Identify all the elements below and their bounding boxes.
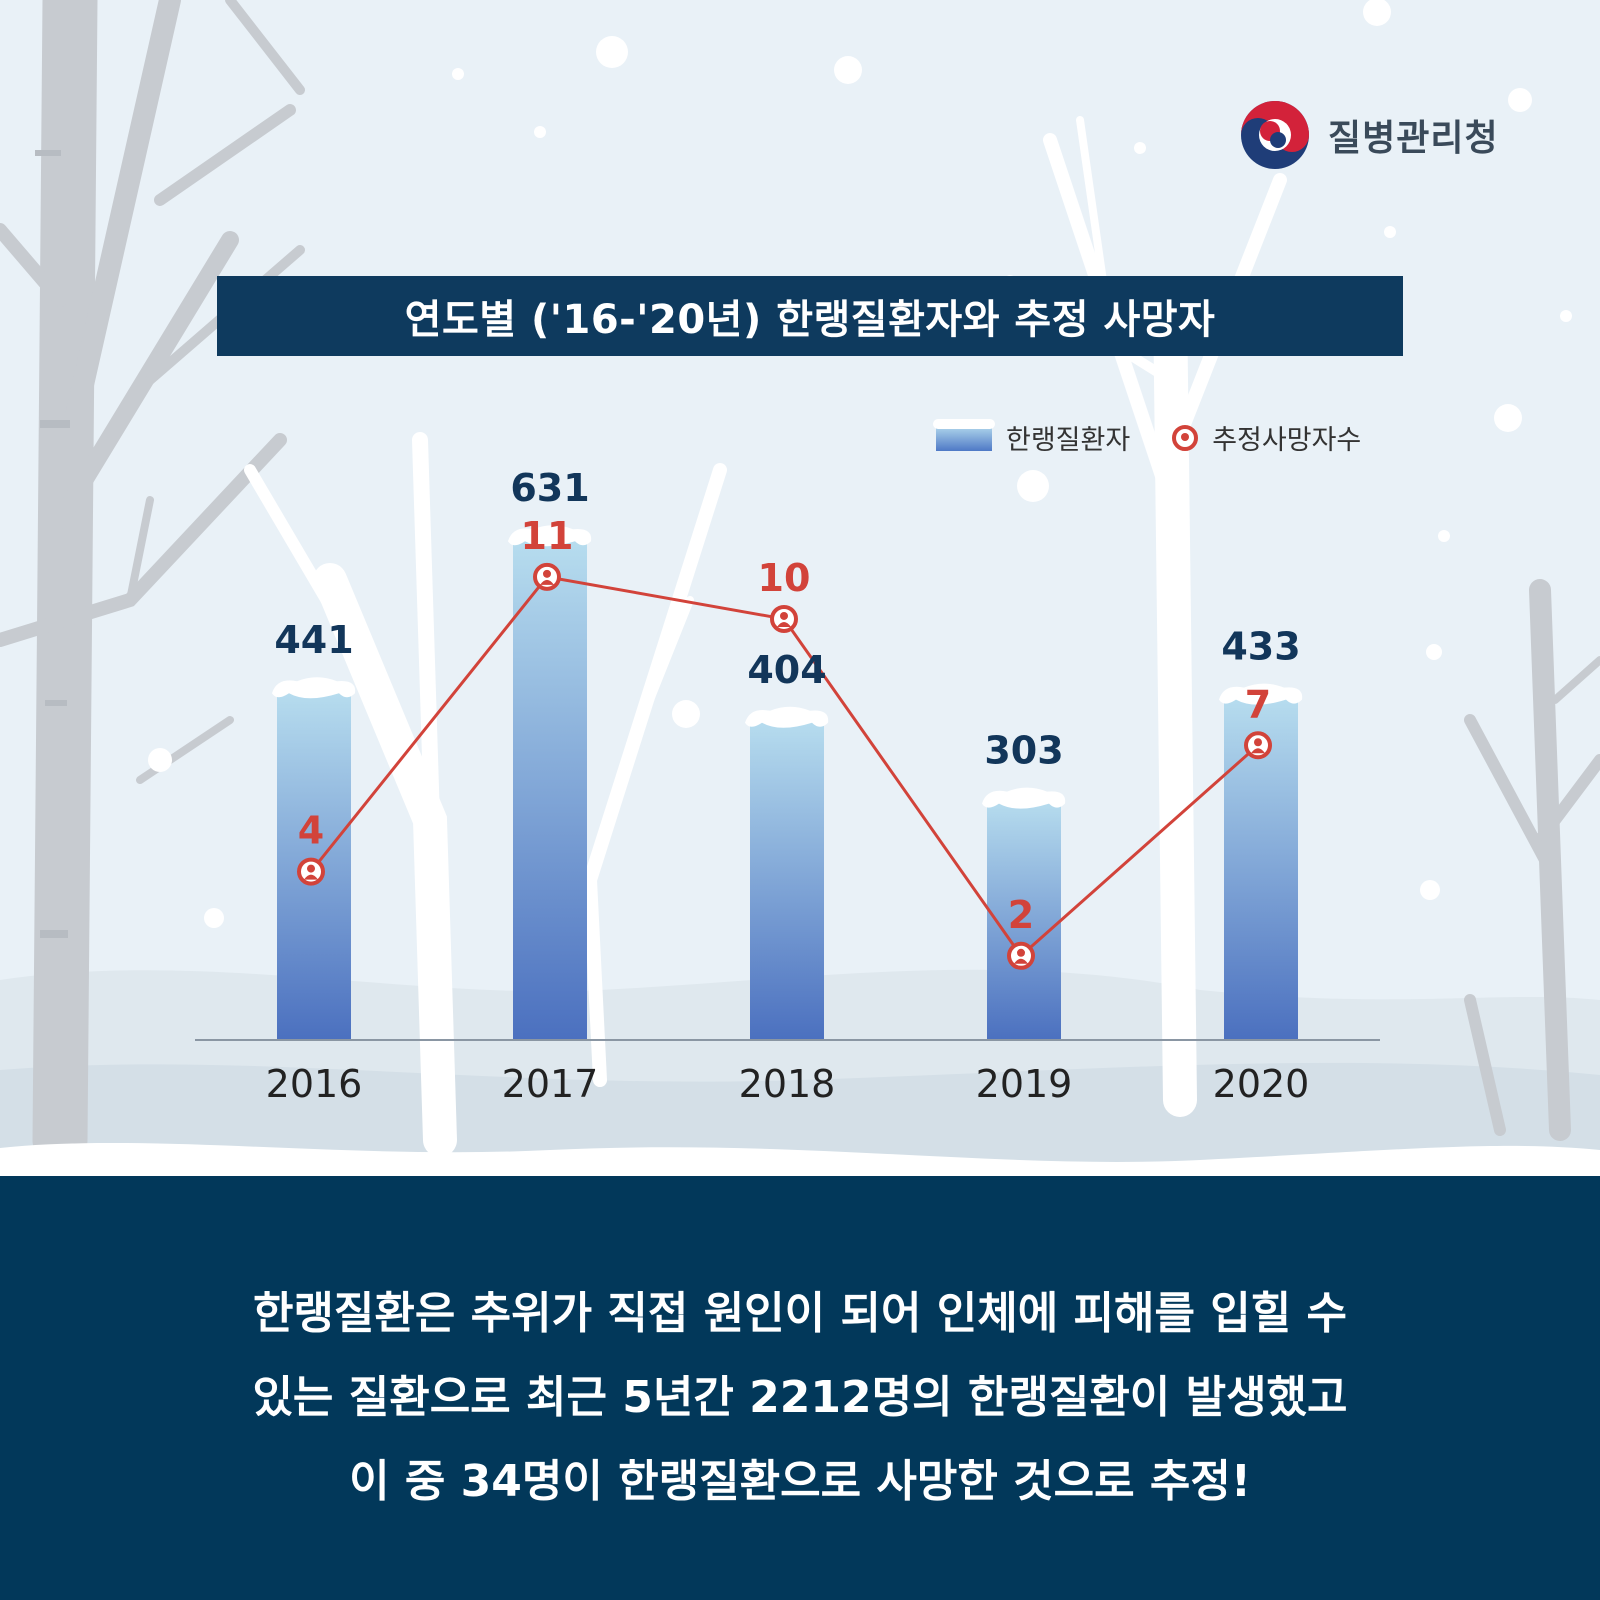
deaths-value-label: 7	[1245, 682, 1271, 726]
bar-value-label: 303	[984, 729, 1063, 773]
chart-title: 연도별 ('16-'20년) 한랭질환자와 추정 사망자	[404, 297, 1216, 343]
bar-value-label: 404	[747, 648, 826, 692]
deaths-marker	[1007, 941, 1035, 970]
description-panel	[0, 1176, 1600, 1600]
legend-bar-swatch	[933, 418, 995, 451]
patients-bar	[987, 797, 1061, 1040]
patients-bar	[750, 716, 824, 1040]
x-tick-label: 2017	[502, 1062, 599, 1106]
description-line: 한랭질환은 추위가 직접 원인이 되어 인체에 피해를 입힐 수	[252, 1288, 1348, 1339]
legend-patients-label: 한랭질환자	[1006, 425, 1131, 456]
deaths-value-label: 4	[298, 809, 324, 853]
brand-logo: 질병관리청	[1240, 100, 1499, 170]
snow-cap	[1219, 683, 1303, 705]
snow-cap	[272, 677, 356, 699]
deaths-value-label: 11	[521, 514, 574, 558]
legend: 한랭질환자 추정사망자수	[933, 418, 1362, 457]
description-line: 이 중 34명이 한랭질환으로 사망한 것으로 추정!	[349, 1456, 1251, 1507]
deaths-marker	[297, 857, 325, 886]
bar-value-label: 441	[274, 618, 353, 662]
description-line: 있는 질환으로 최근 5년간 2212명의 한랭질환이 발생했고	[252, 1372, 1348, 1423]
patients-bar	[513, 535, 587, 1040]
snow-cap	[982, 787, 1066, 809]
x-tick-label: 2019	[976, 1062, 1073, 1106]
bar-value-label: 433	[1221, 625, 1300, 669]
x-tick-label: 2020	[1213, 1062, 1310, 1106]
deaths-marker	[1244, 731, 1272, 760]
legend-deaths-label: 추정사망자수	[1212, 425, 1362, 456]
x-tick-label: 2016	[266, 1062, 363, 1106]
brand-name: 질병관리청	[1328, 118, 1499, 159]
description-text: 한랭질환은 추위가 직접 원인이 되어 인체에 피해를 입힐 수 있는 질환으로…	[0, 1272, 1600, 1524]
snow-cap	[508, 525, 592, 547]
deaths-marker	[533, 562, 561, 591]
snow-cap	[745, 706, 829, 728]
title-banner: 연도별 ('16-'20년) 한랭질환자와 추정 사망자	[217, 276, 1403, 356]
deaths-marker	[770, 604, 798, 633]
taegeuk-logo-icon	[1241, 101, 1309, 169]
legend-person-icon	[1172, 424, 1199, 451]
x-tick-label: 2018	[739, 1062, 836, 1106]
deaths-value-label: 2	[1008, 893, 1034, 937]
bar-value-label: 631	[510, 466, 589, 510]
deaths-value-label: 10	[758, 556, 811, 600]
